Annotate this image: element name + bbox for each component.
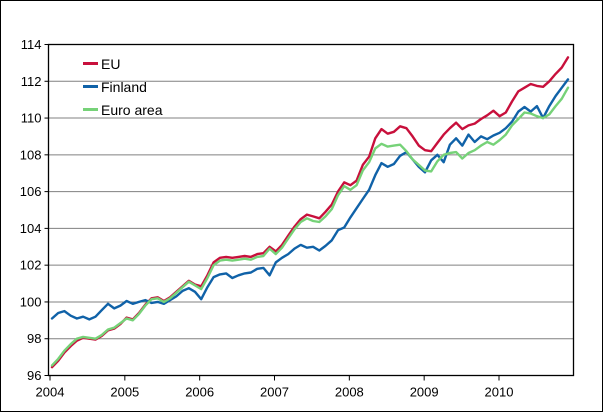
y-axis-label: 100 xyxy=(20,294,42,309)
y-axis-label: 104 xyxy=(20,221,42,236)
legend-item-eu: EU xyxy=(83,52,162,75)
y-axis-label: 96 xyxy=(27,368,41,383)
y-axis-label: 110 xyxy=(21,111,42,126)
x-axis-label: 2010 xyxy=(485,385,514,400)
legend: EU Finland Euro area xyxy=(83,52,162,121)
x-axis-label: 2008 xyxy=(335,385,364,400)
line-chart: 96 98 100 102 104 106 108 110 112 114 2004 2005 2006… xyxy=(20,37,575,400)
y-axis-label: 106 xyxy=(20,184,42,199)
plot-border xyxy=(47,43,575,377)
legend-label-eu: EU xyxy=(101,55,121,72)
x-axis-label: 2004 xyxy=(36,385,65,400)
y-axis-label: 114 xyxy=(21,37,42,52)
legend-label-finland: Finland xyxy=(101,78,147,95)
x-axis-label: 2009 xyxy=(410,385,439,400)
y-axis-label: 112 xyxy=(21,74,42,89)
series-line-euro-area xyxy=(50,86,570,367)
y-axis-label: 108 xyxy=(20,147,42,162)
y-axis-label: 98 xyxy=(27,331,41,346)
x-axis-label: 2006 xyxy=(185,385,214,400)
y-axis-label: 102 xyxy=(20,258,42,273)
legend-item-finland: Finland xyxy=(83,75,162,98)
x-axis-label: 2007 xyxy=(260,385,289,400)
legend-swatch-finland xyxy=(83,85,98,88)
legend-swatch-eu xyxy=(83,62,98,65)
x-axis-label: 2005 xyxy=(110,385,139,400)
legend-label-euro-area: Euro area xyxy=(101,101,163,118)
legend-swatch-euro-area xyxy=(83,108,98,111)
legend-item-euro-area: Euro area xyxy=(83,98,162,121)
series-line-finland xyxy=(50,78,570,321)
chart-canvas: 96 98 100 102 104 106 108 110 112 114 2004 2005 2006… xyxy=(0,0,603,412)
